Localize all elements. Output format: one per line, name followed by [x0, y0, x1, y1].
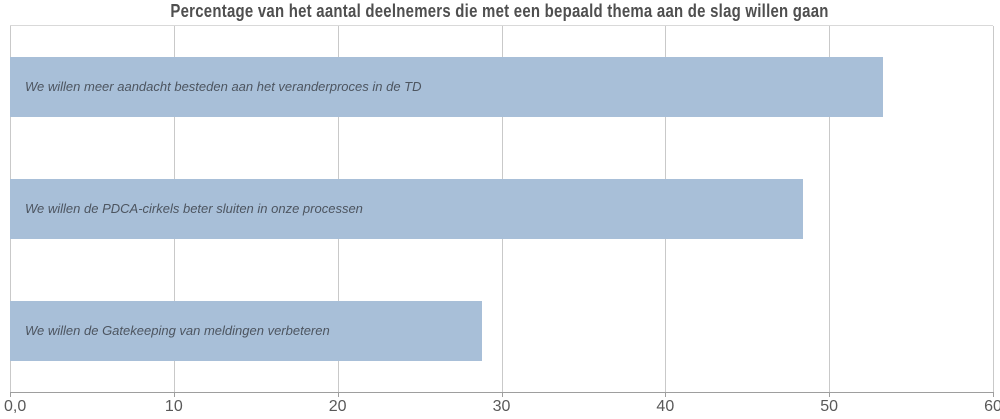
bar: We willen de PDCA-cirkels beter sluiten …	[10, 178, 803, 239]
bar: We willen de Gatekeeping van meldingen v…	[10, 300, 482, 361]
bar-label: We willen de Gatekeeping van meldingen v…	[25, 323, 330, 339]
category-band: We willen meer aandacht besteden aan het…	[10, 26, 993, 148]
axis-tick	[173, 392, 175, 397]
axis-tick	[665, 392, 667, 397]
bar-label: We willen meer aandacht besteden aan het…	[25, 79, 422, 95]
plot-area: 0,0 10 20 30 40 50 60 We willen meer aandacht …	[4, 25, 1000, 415]
axis-tick	[337, 392, 339, 397]
axis-tick	[829, 392, 831, 397]
gridline	[829, 26, 831, 392]
x-axis-tick-label: 0,0	[3, 398, 27, 415]
x-axis-tick-label: 10	[164, 398, 183, 415]
axis-tick	[501, 392, 503, 397]
x-axis-tick-label: 50	[820, 398, 839, 415]
bar-label: We willen de PDCA-cirkels beter sluiten …	[25, 201, 363, 217]
bars: We willen meer aandacht besteden aan het…	[10, 26, 993, 392]
bar: We willen meer aandacht besteden aan het…	[10, 56, 884, 117]
category-band: We willen de PDCA-cirkels beter sluiten …	[10, 148, 993, 270]
chart-title: Percentage van het aantal deelnemers die…	[0, 1, 1000, 22]
gridline	[993, 26, 994, 392]
x-axis-tick-label: 40	[656, 398, 675, 415]
axis-tick	[10, 392, 11, 397]
x-axis-tick-label: 60	[984, 398, 1000, 415]
chart-title-text: Percentage van het aantal deelnemers die…	[170, 1, 830, 21]
x-axis-tick-label: 20	[328, 398, 347, 415]
axis-tick	[993, 392, 994, 397]
x-axis-tick-label: 30	[492, 398, 511, 415]
category-band: We willen de Gatekeeping van meldingen v…	[10, 270, 993, 392]
